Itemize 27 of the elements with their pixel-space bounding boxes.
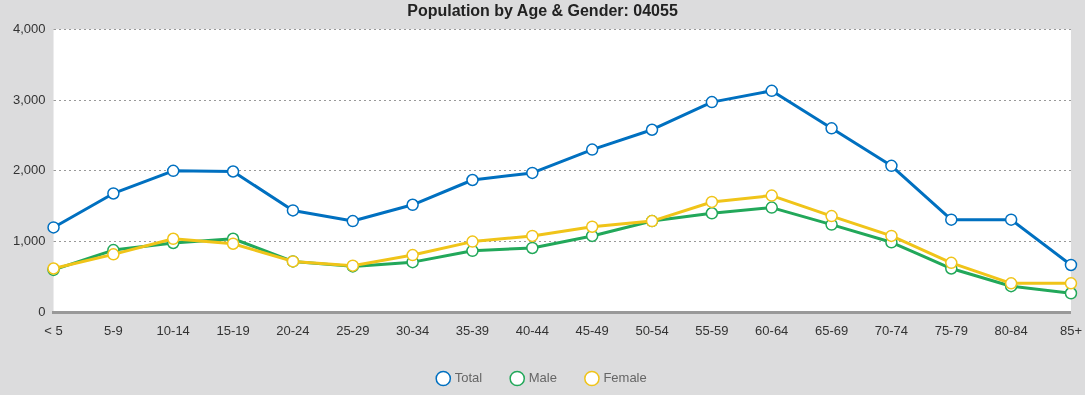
x-tick-label: 30-34: [396, 322, 430, 338]
x-tick-label: 70-74: [874, 322, 909, 338]
y-tick-label: 2,000: [12, 162, 46, 178]
x-tick-label: 35-39: [455, 322, 490, 338]
y-tick-label: 1,000: [12, 233, 46, 249]
x-tick-label: 10-14: [156, 322, 190, 338]
x-tick-label: 15-19: [216, 322, 250, 338]
x-tick-label: < 5: [44, 322, 63, 338]
y-tick-label: 0: [38, 303, 46, 319]
legend-label: Total: [454, 370, 483, 386]
x-tick-label: 25-29: [336, 322, 370, 338]
legend-label: Female: [603, 370, 647, 386]
x-tick-label: 20-24: [276, 322, 310, 338]
y-tick-label: 3,000: [12, 91, 46, 107]
legend-label: Male: [528, 370, 557, 386]
x-tick-label: 55-59: [695, 322, 729, 338]
x-tick-label: 75-79: [934, 322, 968, 338]
x-tick-label: 40-44: [515, 322, 549, 338]
x-tick-label: 45-49: [575, 322, 609, 338]
x-tick-label: 80-84: [994, 322, 1028, 338]
x-tick-label: 85+: [1059, 322, 1083, 338]
y-tick-label: 4,000: [12, 20, 46, 36]
x-tick-label: 5-9: [103, 322, 123, 338]
x-tick-label: 50-54: [635, 322, 669, 338]
x-tick-label: 65-69: [814, 322, 849, 338]
chart-title: Population by Age & Gender: 04055: [407, 2, 678, 20]
x-tick-label: 60-64: [755, 322, 789, 338]
